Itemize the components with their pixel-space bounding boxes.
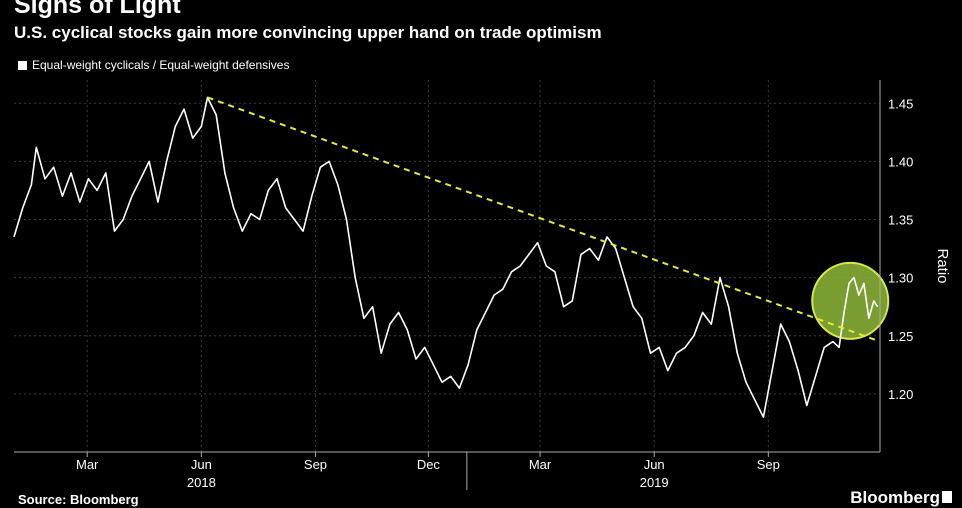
x-tick-label: Mar [529,457,552,472]
series-line [13,96,879,418]
brand-mark-icon [942,491,952,503]
legend-swatch [18,60,27,70]
y-tick-label: 1.20 [888,387,913,402]
legend: Equal-weight cyclicals / Equal-weight de… [18,57,289,73]
highlight-layer [811,261,890,340]
trend-layer [207,96,881,343]
series-layer [13,96,879,418]
year-label: 2019 [640,475,669,490]
y-tick-label: 1.30 [888,271,913,286]
chart-subtitle: U.S. cyclical stocks gain more convincin… [14,23,602,42]
x-tick-label: Mar [76,457,99,472]
x-tick-label: Jun [191,457,212,472]
x-tick-label: Dec [417,457,441,472]
y-tick-label: 1.35 [888,213,913,228]
y-tick-label: 1.40 [888,154,913,169]
axes: 1.20 1.25 1.30 1.35 1.40 1.45 Mar Jun Sep Dec Mar J… [14,80,951,490]
brand-logo: Bloomberg [850,488,940,507]
trendline [207,96,881,343]
legend-label: Equal-weight cyclicals / Equal-weight de… [32,58,290,72]
x-tick-label: Sep [304,457,327,472]
x-tick-label: Sep [757,457,780,472]
grid [14,80,880,452]
y-tick-label: 1.25 [888,329,913,344]
year-label: 2018 [187,475,216,490]
x-tick-label: Jun [644,457,665,472]
y-axis-label: Ratio [934,248,951,283]
chart-title: Signs of Light [14,0,181,19]
y-tick-label: 1.45 [888,96,913,111]
source-note: Source: Bloomberg [18,492,139,507]
highlight-circle [811,261,890,340]
